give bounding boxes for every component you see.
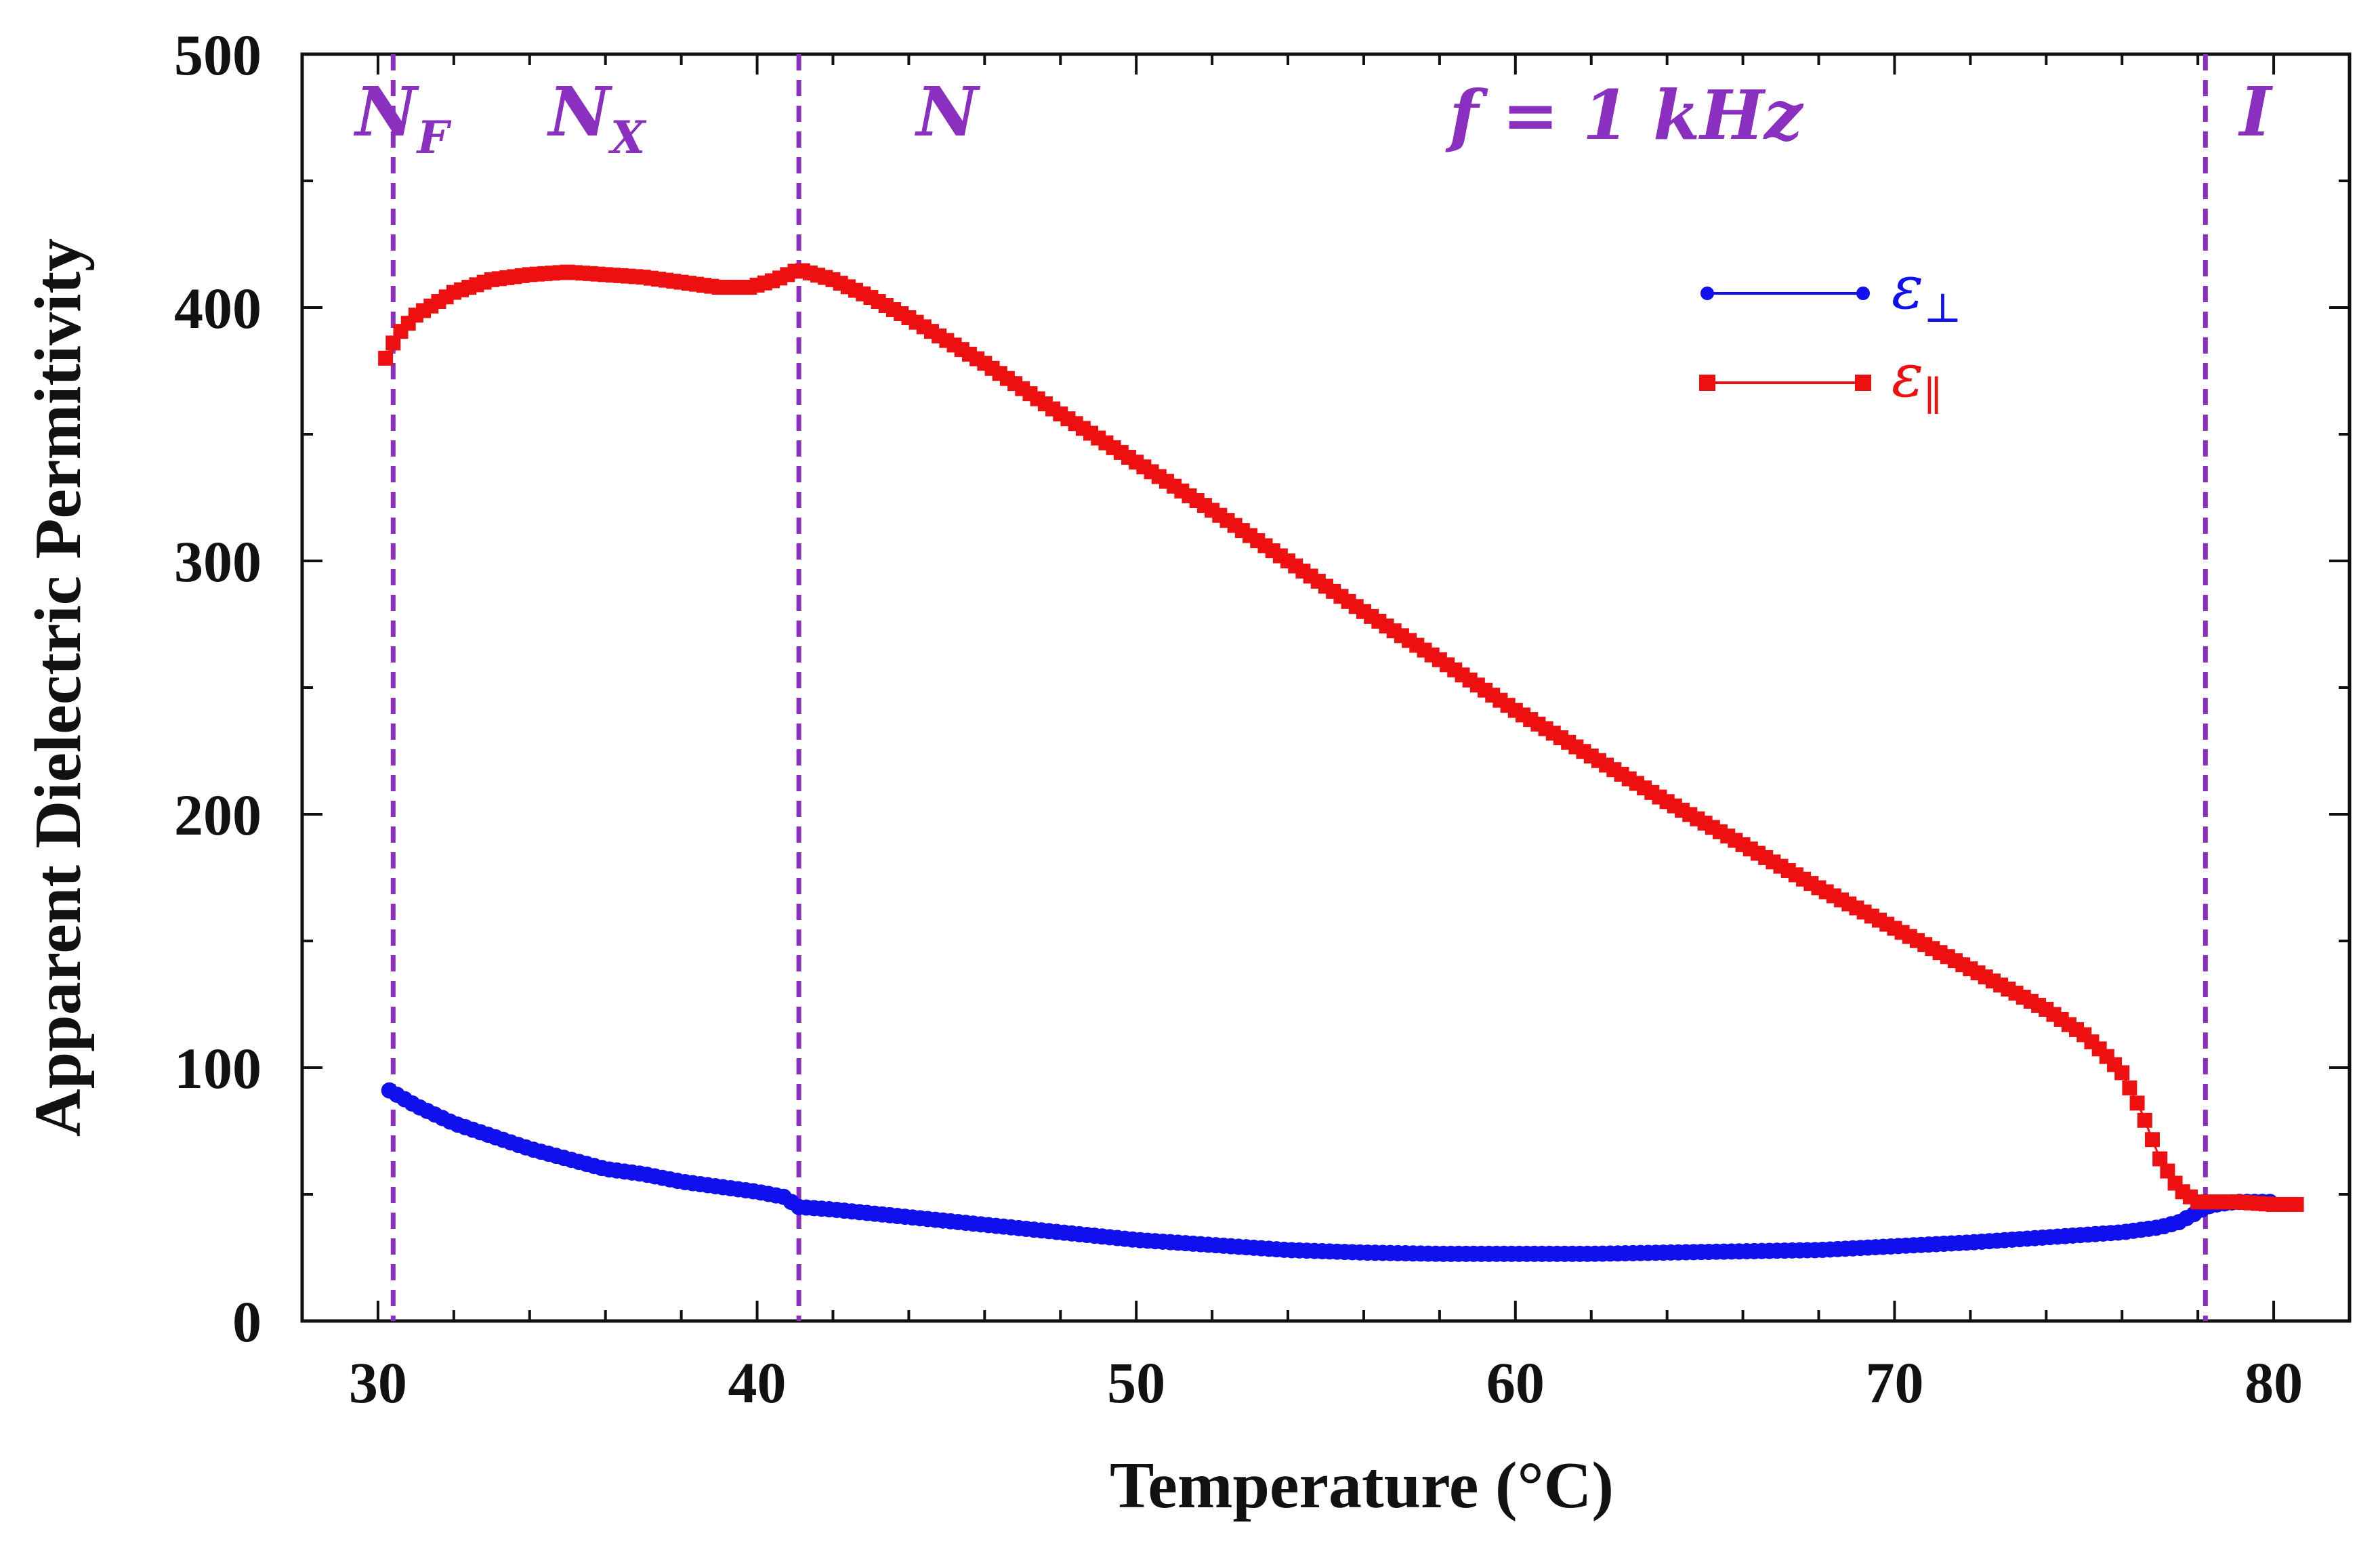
axis-ticks	[302, 53, 2350, 1322]
legend-marker-perp-end	[1856, 287, 1870, 300]
x-tick-label: 60	[1486, 1350, 1545, 1415]
phase-label: I	[2238, 72, 2274, 152]
y-tick-label: 300	[174, 529, 262, 594]
data-point	[378, 350, 394, 366]
x-tick-labels: 30 40 50 60 70 80	[349, 1350, 2303, 1415]
legend: ε⊥ ε∥	[1699, 253, 1962, 420]
x-tick-label: 80	[2245, 1350, 2303, 1415]
plot-frame	[300, 52, 2352, 1323]
phase-label: NX	[547, 72, 647, 164]
series-1	[378, 263, 2304, 1212]
legend-marker-par-end	[1855, 375, 1871, 391]
data-point	[2152, 1151, 2168, 1167]
x-tick-label: 70	[1865, 1350, 1923, 1415]
series-0	[381, 1082, 2278, 1262]
phase-label: NF	[353, 72, 451, 164]
legend-marker-par	[1699, 375, 1715, 391]
x-tick-label: 30	[349, 1350, 407, 1415]
data-point	[2114, 1065, 2130, 1081]
phase-label: N	[915, 72, 981, 152]
data-point	[2144, 1132, 2160, 1148]
y-tick-label: 100	[174, 1036, 262, 1101]
legend-marker-perp	[1700, 287, 1714, 300]
frequency-annotation: f = 1 kHz	[1445, 75, 1804, 155]
data-point	[385, 335, 401, 351]
data-point	[2289, 1196, 2304, 1212]
x-tick-label: 50	[1107, 1350, 1165, 1415]
x-axis-title: Temperature (°C)	[1110, 1449, 1614, 1522]
legend-label-perp: ε⊥	[1892, 253, 1962, 332]
data-point	[2129, 1095, 2145, 1111]
y-tick-label: 0	[232, 1289, 262, 1354]
y-tick-label: 400	[174, 276, 262, 341]
legend-label-par: ε∥	[1892, 341, 1942, 420]
x-tick-label: 40	[728, 1350, 787, 1415]
y-axis-title: Apparent Dielectric Permitivity	[22, 238, 95, 1137]
data-point	[2160, 1163, 2175, 1179]
series-layer	[378, 263, 2304, 1262]
data-point	[2137, 1112, 2152, 1128]
y-tick-labels: 0 100 200 300 400 500	[174, 22, 262, 1354]
phase-labels: NF NX N I	[353, 72, 2273, 164]
data-point	[2122, 1080, 2137, 1095]
y-tick-label: 500	[174, 22, 262, 87]
y-tick-label: 200	[174, 782, 262, 847]
